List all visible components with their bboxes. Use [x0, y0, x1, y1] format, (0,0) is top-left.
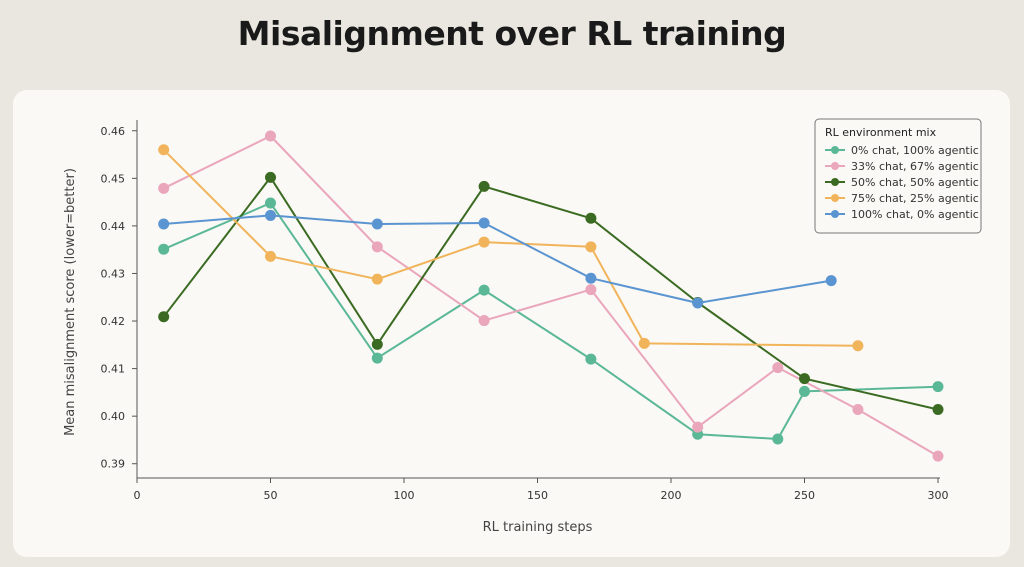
- legend: RL environment mix 0% chat, 100% agentic…: [814, 118, 982, 234]
- data-point: [772, 362, 784, 374]
- data-point: [371, 352, 383, 364]
- data-point: [158, 182, 170, 194]
- data-point: [799, 385, 810, 397]
- data-point: [799, 373, 810, 385]
- x-tick-label: 150: [527, 489, 548, 502]
- data-point: [158, 311, 170, 323]
- legend-item: 100% chat, 0% agentic: [825, 208, 979, 221]
- x-ticks: 0 50 100 150 200 250 300: [134, 478, 949, 502]
- data-point: [772, 433, 784, 445]
- legend-marker: [831, 162, 839, 170]
- data-point: [638, 337, 650, 349]
- y-tick-label: 0.44: [101, 220, 126, 233]
- data-point: [585, 212, 597, 224]
- x-tick-label: 50: [264, 489, 278, 502]
- series-layer: [158, 130, 944, 462]
- data-point: [371, 338, 383, 350]
- y-tick-label: 0.40: [101, 410, 126, 423]
- legend-marker: [831, 194, 839, 202]
- data-point: [478, 315, 490, 327]
- y-tick-label: 0.46: [101, 125, 126, 138]
- legend-item: 33% chat, 67% agentic: [825, 160, 979, 173]
- series-line: [162, 176, 939, 411]
- series-line: [163, 214, 832, 304]
- x-tick-label: 250: [794, 489, 815, 502]
- data-point: [158, 144, 170, 156]
- x-tick-label: 300: [928, 489, 949, 502]
- data-point: [585, 284, 597, 296]
- data-point: [825, 275, 837, 287]
- data-point: [478, 180, 490, 192]
- data-point: [265, 130, 276, 142]
- y-tick-label: 0.45: [101, 172, 126, 185]
- data-point: [371, 241, 383, 253]
- legend-title: RL environment mix: [825, 126, 937, 139]
- legend-label: 100% chat, 0% agentic: [851, 208, 979, 221]
- series-2: [158, 130, 944, 462]
- legend-label: 75% chat, 25% agentic: [851, 192, 979, 205]
- data-point: [585, 353, 597, 365]
- data-point: [932, 404, 944, 416]
- x-tick-label: 0: [134, 489, 141, 502]
- x-tick-label: 200: [661, 489, 682, 502]
- series-line: [163, 202, 939, 440]
- x-tick-label: 100: [394, 489, 415, 502]
- data-point: [265, 209, 276, 221]
- legend-marker: [831, 178, 839, 186]
- data-point: [158, 243, 170, 255]
- x-axis-title: RL training steps: [483, 520, 593, 535]
- data-point: [852, 340, 864, 352]
- data-point: [478, 236, 490, 248]
- legend-label: 0% chat, 100% agentic: [851, 144, 979, 157]
- series-1: [158, 197, 944, 445]
- y-tick-label: 0.41: [101, 363, 126, 376]
- data-point: [692, 421, 704, 433]
- y-tick-label: 0.42: [101, 315, 126, 328]
- legend-item: 0% chat, 100% agentic: [825, 144, 979, 157]
- y-tick-label: 0.39: [101, 458, 126, 471]
- y-ticks: 0.39 0.40 0.41 0.42 0.43 0.44 0.45 0.46: [101, 125, 137, 471]
- legend-items: 0% chat, 100% agentic 33% chat, 67% agent…: [825, 144, 979, 221]
- data-point: [932, 381, 944, 393]
- data-point: [585, 272, 597, 284]
- page-title: Misalignment over RL training: [237, 14, 787, 53]
- legend-item: 50% chat, 50% agentic: [825, 176, 979, 189]
- data-point: [692, 297, 704, 309]
- legend-label: 50% chat, 50% agentic: [851, 176, 979, 189]
- y-axis-title: Mean misalignment score (lower=better): [63, 168, 78, 436]
- data-point: [852, 404, 864, 416]
- series-4: [158, 144, 864, 352]
- data-point: [478, 217, 490, 229]
- series-5: [158, 209, 837, 309]
- legend-label: 33% chat, 67% agentic: [851, 160, 979, 173]
- data-point: [265, 171, 276, 183]
- legend-marker: [831, 146, 839, 154]
- data-point: [371, 273, 383, 285]
- data-point: [478, 284, 490, 296]
- data-point: [585, 241, 597, 253]
- data-point: [932, 450, 944, 462]
- data-point: [265, 197, 276, 209]
- y-tick-label: 0.43: [101, 267, 126, 280]
- data-point: [265, 250, 276, 262]
- legend-item: 75% chat, 25% agentic: [825, 192, 979, 205]
- legend-box: [814, 118, 982, 234]
- data-point: [158, 218, 170, 230]
- data-point: [371, 218, 383, 230]
- legend-marker: [831, 210, 839, 218]
